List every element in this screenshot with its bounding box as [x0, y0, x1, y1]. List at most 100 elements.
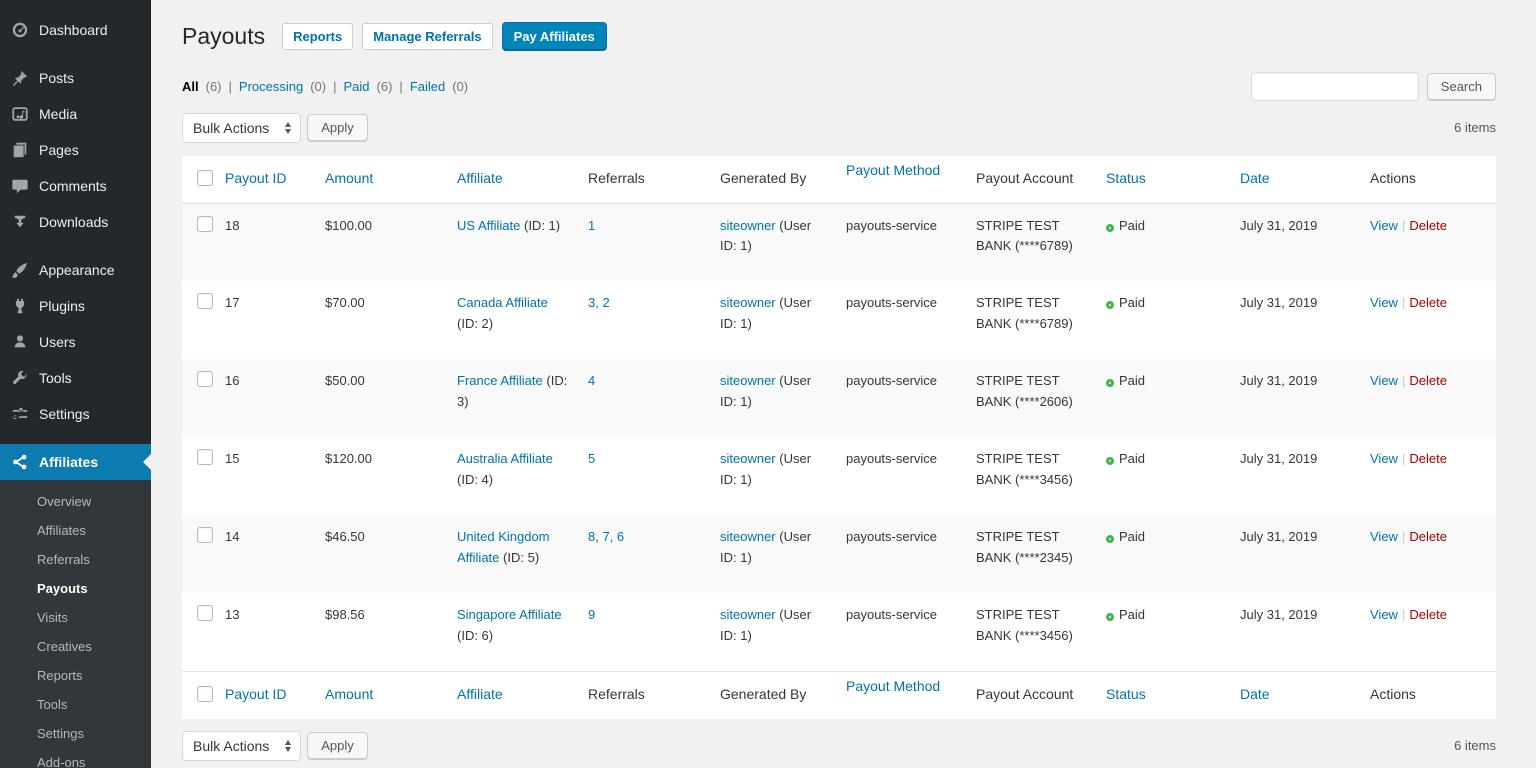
filter-paid[interactable]: Paid — [343, 78, 370, 94]
sidebar-item-affiliates[interactable]: Affiliates — [0, 444, 151, 480]
submenu-item-affiliates[interactable]: Affiliates — [37, 523, 86, 538]
submenu-item-settings[interactable]: Settings — [37, 726, 84, 741]
column-header-payout-id[interactable]: Payout ID — [225, 685, 287, 702]
pay-affiliates-button[interactable]: Pay Affiliates — [501, 22, 607, 52]
delete-link[interactable]: Delete — [1409, 529, 1447, 545]
paid-status-icon — [1106, 535, 1114, 544]
sidebar-item-comments[interactable]: Comments — [0, 168, 151, 204]
bulk-actions-select[interactable]: Bulk Actions — [182, 112, 302, 143]
delete-link[interactable]: Delete — [1409, 373, 1447, 389]
referrals-link[interactable]: 9 — [588, 607, 596, 623]
submenu-item-payouts[interactable]: Payouts — [37, 581, 88, 596]
affiliate-link[interactable]: Australia Affiliate — [457, 451, 553, 467]
sidebar-item-posts[interactable]: Posts — [0, 60, 151, 96]
column-header-date[interactable]: Date — [1240, 685, 1270, 702]
referrals-link[interactable]: 1 — [588, 217, 596, 233]
delete-link[interactable]: Delete — [1409, 295, 1447, 311]
bulk-actions-select[interactable]: Bulk Actions — [182, 730, 302, 761]
referrals-link[interactable]: 8, 7, 6 — [588, 529, 625, 545]
delete-link[interactable]: Delete — [1409, 607, 1447, 623]
search-input[interactable] — [1250, 71, 1419, 101]
payout-id: 14 — [225, 529, 240, 545]
filter-processing[interactable]: Processing — [238, 78, 304, 94]
dashboard-icon — [10, 20, 30, 40]
row-checkbox[interactable] — [197, 215, 213, 232]
affiliate-link[interactable]: Canada Affiliate — [457, 295, 548, 311]
submenu-item-referrals[interactable]: Referrals — [37, 552, 90, 567]
sidebar-item-dashboard[interactable]: Dashboard — [0, 12, 151, 48]
row-checkbox[interactable] — [197, 371, 213, 388]
affiliate-link[interactable]: France Affiliate — [457, 373, 543, 389]
sidebar-item-tools[interactable]: Tools — [0, 360, 151, 396]
column-header-amount[interactable]: Amount — [325, 169, 374, 186]
filter-failed-count: (0) — [452, 78, 469, 94]
column-header-date[interactable]: Date — [1240, 169, 1270, 186]
row-checkbox[interactable] — [197, 449, 213, 466]
affiliate-id: (ID: 2) — [457, 315, 494, 331]
payout-amount: $98.56 — [325, 607, 365, 623]
column-header-affiliate[interactable]: Affiliate — [457, 169, 503, 186]
submenu-item-tools[interactable]: Tools — [37, 697, 68, 712]
sidebar-item-downloads[interactable]: Downloads — [0, 204, 151, 240]
generated-by-link[interactable]: siteowner — [720, 373, 776, 389]
filter-all[interactable]: All — [182, 78, 199, 94]
manage-referrals-button[interactable]: Manage Referrals — [362, 23, 493, 51]
filter-failed[interactable]: Failed — [409, 78, 446, 94]
affiliate-link[interactable]: US Affiliate — [457, 217, 521, 233]
submenu-item-addons[interactable]: Add-ons — [37, 755, 86, 768]
apply-button[interactable]: Apply — [307, 732, 368, 760]
referrals-link[interactable]: 3, 2 — [588, 295, 610, 311]
select-all-checkbox[interactable] — [197, 685, 213, 702]
view-link[interactable]: View — [1370, 607, 1398, 623]
paid-status-icon — [1106, 223, 1114, 232]
generated-by-link[interactable]: siteowner — [720, 607, 776, 623]
payout-date: July 31, 2019 — [1240, 529, 1318, 545]
column-header-amount[interactable]: Amount — [325, 685, 374, 702]
reports-button[interactable]: Reports — [282, 23, 354, 51]
delete-link[interactable]: Delete — [1409, 451, 1447, 467]
sidebar-item-settings[interactable]: Settings — [0, 396, 151, 432]
sidebar-item-pages[interactable]: Pages — [0, 132, 151, 168]
sidebar-item-plugins[interactable]: Plugins — [0, 288, 151, 324]
search-button[interactable]: Search — [1426, 72, 1496, 100]
view-link[interactable]: View — [1370, 529, 1398, 545]
wrench-icon — [10, 368, 30, 388]
view-link[interactable]: View — [1370, 295, 1398, 311]
view-link[interactable]: View — [1370, 451, 1398, 467]
referrals-link[interactable]: 4 — [588, 373, 596, 389]
action-separator: | — [1401, 529, 1406, 545]
generated-by-user-id: (User ID: 1) — [720, 607, 812, 643]
sidebar-item-appearance[interactable]: Appearance — [0, 252, 151, 288]
submenu-item-overview[interactable]: Overview — [37, 494, 92, 509]
column-header-payout-id[interactable]: Payout ID — [225, 169, 287, 186]
generated-by-link[interactable]: siteowner — [720, 451, 776, 467]
column-header-payout-method[interactable]: Payout Method — [846, 677, 941, 694]
referrals-link[interactable]: 5 — [588, 451, 596, 467]
generated-by-link[interactable]: siteowner — [720, 217, 776, 233]
column-header-payout-method[interactable]: Payout Method — [846, 161, 941, 178]
column-header-status[interactable]: Status — [1106, 685, 1146, 702]
appearance-icon — [10, 260, 30, 280]
users-icon — [10, 332, 30, 352]
sidebar-item-media[interactable]: Media — [0, 96, 151, 132]
row-checkbox[interactable] — [197, 605, 213, 622]
submenu-item-reports[interactable]: Reports — [37, 668, 83, 683]
payout-amount: $120.00 — [325, 451, 372, 467]
view-link[interactable]: View — [1370, 217, 1398, 233]
sidebar-item-users[interactable]: Users — [0, 324, 151, 360]
generated-by-link[interactable]: siteowner — [720, 529, 776, 545]
delete-link[interactable]: Delete — [1409, 217, 1447, 233]
row-checkbox[interactable] — [197, 293, 213, 310]
column-header-status[interactable]: Status — [1106, 169, 1146, 186]
submenu-item-creatives[interactable]: Creatives — [37, 639, 92, 654]
column-header-affiliate[interactable]: Affiliate — [457, 685, 503, 702]
apply-button[interactable]: Apply — [307, 114, 368, 142]
affiliate-link[interactable]: United Kingdom Affiliate — [457, 529, 550, 565]
payout-account: STRIPE TEST BANK (****3456) — [976, 451, 1073, 487]
generated-by-link[interactable]: siteowner — [720, 295, 776, 311]
select-all-checkbox[interactable] — [197, 169, 213, 186]
view-link[interactable]: View — [1370, 373, 1398, 389]
row-checkbox[interactable] — [197, 527, 213, 544]
submenu-item-visits[interactable]: Visits — [37, 610, 68, 625]
affiliate-link[interactable]: Singapore Affiliate — [457, 607, 562, 623]
